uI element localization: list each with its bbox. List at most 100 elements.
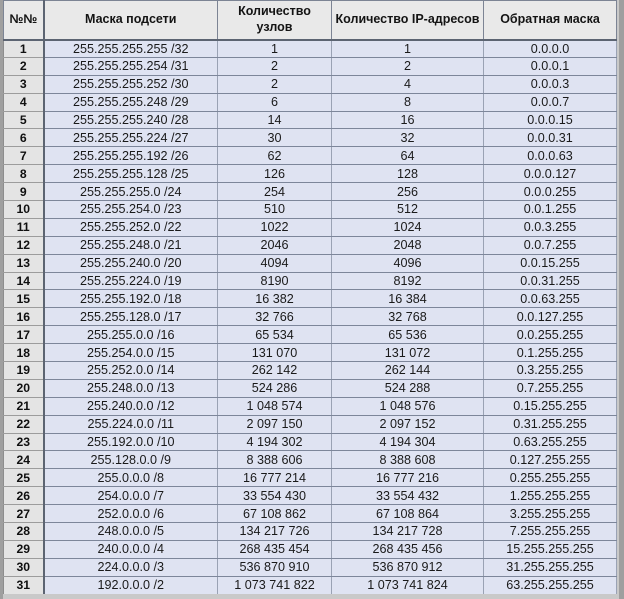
cell-wildcard-mask: 0.31.255.255 <box>483 414 617 434</box>
cell-row-number: 17 <box>3 325 45 345</box>
cell-host-count: 1 048 574 <box>217 396 332 416</box>
cell-wildcard-mask: 0.0.3.255 <box>483 217 617 237</box>
cell-wildcard-mask: 0.0.7.255 <box>483 235 617 255</box>
table-body: 1 255.255.255.255 /32 1 1 0.0.0.0 2 255.255.25… <box>3 39 617 595</box>
cell-ip-count: 1 048 576 <box>331 396 484 416</box>
cell-host-count: 254 <box>217 182 332 202</box>
col-header-host-count: Количество узлов <box>217 0 332 41</box>
cell-wildcard-mask: 0.0.31.255 <box>483 271 617 291</box>
cell-host-count: 32 766 <box>217 307 332 327</box>
cell-subnet-mask: 255.255.255.224 /27 <box>43 128 218 148</box>
cell-host-count: 134 217 726 <box>217 522 332 541</box>
table-row: 1 255.255.255.255 /32 1 1 0.0.0.0 <box>3 39 617 58</box>
cell-wildcard-mask: 0.7.255.255 <box>483 378 617 398</box>
cell-host-count: 524 286 <box>217 378 332 398</box>
cell-wildcard-mask: 0.0.0.15 <box>483 110 617 130</box>
cell-wildcard-mask: 0.0.1.255 <box>483 200 617 219</box>
cell-subnet-mask: 255.255.254.0 /23 <box>43 200 218 219</box>
cell-subnet-mask: 255.255.255.240 /28 <box>43 110 218 130</box>
cell-ip-count: 128 <box>331 164 484 184</box>
table-row: 12 255.255.248.0 /21 2046 2048 0.0.7.255 <box>3 235 617 255</box>
cell-ip-count: 2 097 152 <box>331 414 484 434</box>
cell-ip-count: 4 <box>331 74 484 94</box>
table-row: 13 255.255.240.0 /20 4094 4096 0.0.15.255 <box>3 253 617 273</box>
cell-ip-count: 32 <box>331 128 484 148</box>
cell-wildcard-mask: 0.0.0.7 <box>483 92 617 112</box>
cell-ip-count: 8 388 608 <box>331 450 484 470</box>
subnet-mask-table: №№ Маска подсети Количество узлов Количе… <box>3 0 617 595</box>
cell-ip-count: 16 777 216 <box>331 468 484 488</box>
cell-host-count: 65 534 <box>217 325 332 345</box>
table-row: 14 255.255.224.0 /19 8190 8192 0.0.31.255 <box>3 271 617 291</box>
cell-subnet-mask: 255.255.248.0 /21 <box>43 235 218 255</box>
cell-subnet-mask: 240.0.0.0 /4 <box>43 539 218 559</box>
cell-subnet-mask: 255.192.0.0 /10 <box>43 432 218 452</box>
cell-subnet-mask: 255.255.255.128 /25 <box>43 164 218 184</box>
cell-row-number: 14 <box>3 271 45 291</box>
cell-subnet-mask: 252.0.0.0 /6 <box>43 504 218 524</box>
cell-host-count: 2 097 150 <box>217 414 332 434</box>
cell-row-number: 5 <box>3 110 45 130</box>
cell-subnet-mask: 255.255.224.0 /19 <box>43 271 218 291</box>
cell-host-count: 2 <box>217 56 332 76</box>
cell-wildcard-mask: 15.255.255.255 <box>483 539 617 559</box>
cell-host-count: 30 <box>217 128 332 148</box>
col-header-subnet-mask: Маска подсети <box>43 0 218 41</box>
cell-host-count: 16 382 <box>217 289 332 309</box>
cell-row-number: 24 <box>3 450 45 470</box>
cell-subnet-mask: 255.255.255.254 /31 <box>43 56 218 76</box>
cell-wildcard-mask: 0.0.0.127 <box>483 164 617 184</box>
cell-wildcard-mask: 0.0.0.3 <box>483 74 617 94</box>
table-row: 2 255.255.255.254 /31 2 2 0.0.0.1 <box>3 56 617 76</box>
cell-ip-count: 67 108 864 <box>331 504 484 524</box>
cell-subnet-mask: 255.252.0.0 /14 <box>43 361 218 380</box>
cell-ip-count: 16 <box>331 110 484 130</box>
table-row: 18 255.254.0.0 /15 131 070 131 072 0.1.255.2… <box>3 343 617 363</box>
col-header-number: №№ <box>3 0 45 41</box>
table-row: 3 255.255.255.252 /30 2 4 0.0.0.3 <box>3 74 617 94</box>
cell-host-count: 126 <box>217 164 332 184</box>
cell-host-count: 4094 <box>217 253 332 273</box>
cell-ip-count: 134 217 728 <box>331 522 484 541</box>
cell-host-count: 2 <box>217 74 332 94</box>
table-header: №№ Маска подсети Количество узлов Количе… <box>3 0 617 41</box>
cell-ip-count: 268 435 456 <box>331 539 484 559</box>
cell-host-count: 1 073 741 822 <box>217 575 332 595</box>
cell-row-number: 26 <box>3 486 45 506</box>
cell-ip-count: 262 144 <box>331 361 484 380</box>
cell-wildcard-mask: 63.255.255.255 <box>483 575 617 595</box>
cell-ip-count: 4 194 304 <box>331 432 484 452</box>
cell-subnet-mask: 255.255.255.0 /24 <box>43 182 218 202</box>
cell-subnet-mask: 255.255.252.0 /22 <box>43 217 218 237</box>
cell-wildcard-mask: 7.255.255.255 <box>483 522 617 541</box>
cell-host-count: 1 <box>217 39 332 58</box>
cell-row-number: 16 <box>3 307 45 327</box>
cell-row-number: 30 <box>3 557 45 577</box>
cell-subnet-mask: 255.224.0.0 /11 <box>43 414 218 434</box>
cell-wildcard-mask: 0.0.15.255 <box>483 253 617 273</box>
cell-subnet-mask: 255.128.0.0 /9 <box>43 450 218 470</box>
cell-row-number: 10 <box>3 200 45 219</box>
cell-subnet-mask: 255.255.255.255 /32 <box>43 39 218 58</box>
cell-row-number: 29 <box>3 539 45 559</box>
table-row: 25 255.0.0.0 /8 16 777 214 16 777 216 0.255.… <box>3 468 617 488</box>
cell-host-count: 4 194 302 <box>217 432 332 452</box>
cell-row-number: 3 <box>3 74 45 94</box>
cell-host-count: 33 554 430 <box>217 486 332 506</box>
cell-ip-count: 512 <box>331 200 484 219</box>
cell-ip-count: 8192 <box>331 271 484 291</box>
cell-host-count: 6 <box>217 92 332 112</box>
table-row: 26 254.0.0.0 /7 33 554 430 33 554 432 1.255.… <box>3 486 617 506</box>
cell-subnet-mask: 255.240.0.0 /12 <box>43 396 218 416</box>
table-row: 5 255.255.255.240 /28 14 16 0.0.0.15 <box>3 110 617 130</box>
cell-row-number: 20 <box>3 378 45 398</box>
cell-row-number: 8 <box>3 164 45 184</box>
table-row: 16 255.255.128.0 /17 32 766 32 768 0.0.127.2… <box>3 307 617 327</box>
cell-host-count: 131 070 <box>217 343 332 363</box>
cell-wildcard-mask: 0.0.63.255 <box>483 289 617 309</box>
cell-wildcard-mask: 0.63.255.255 <box>483 432 617 452</box>
cell-subnet-mask: 248.0.0.0 /5 <box>43 522 218 541</box>
cell-wildcard-mask: 0.127.255.255 <box>483 450 617 470</box>
cell-host-count: 536 870 910 <box>217 557 332 577</box>
table-row: 9 255.255.255.0 /24 254 256 0.0.0.255 <box>3 182 617 202</box>
